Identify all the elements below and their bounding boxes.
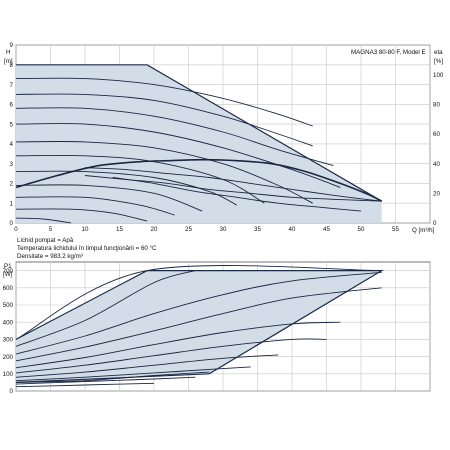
x-tick-label: 15 <box>116 226 123 233</box>
y-tick-label: 100 <box>3 371 14 378</box>
y-tick-label: 9 <box>10 42 14 49</box>
series-line <box>15 321 341 369</box>
power-chart: 0 100 200 300 400 500 600 700 <box>3 261 431 395</box>
x-tick-label: 30 <box>220 226 227 233</box>
series-line <box>15 123 341 188</box>
series-line <box>15 270 196 347</box>
annotation-density: Densitate = 983.2 kg/m³ <box>17 253 83 260</box>
max-curve <box>16 64 383 202</box>
series-line <box>15 158 383 202</box>
series-line <box>15 338 327 374</box>
series-line <box>15 184 203 212</box>
series-line <box>15 371 210 383</box>
y-tick-label: 0 <box>10 388 14 395</box>
series-line <box>15 366 251 382</box>
y-tick-label: 600 <box>3 285 14 292</box>
y2-tick-label: 0 <box>433 220 437 227</box>
x-tick-label: 40 <box>289 226 296 233</box>
x-tick-label: 45 <box>323 226 330 233</box>
y-tick-label: 200 <box>3 354 14 361</box>
x-tick-label: 5 <box>49 226 53 233</box>
x-tick-label: 25 <box>185 226 192 233</box>
annotation-temperature: Temperatura lichidului în timpul funcţio… <box>17 245 157 252</box>
series-line <box>112 177 362 212</box>
head-axis-unit: [m] <box>4 58 13 65</box>
x-tick-labels: 0 5 10 15 20 25 30 35 40 45 50 55 <box>14 226 399 233</box>
series-line <box>15 217 72 224</box>
chart-title: MAGNA3 80-80 F, Model E <box>351 49 426 56</box>
series-line <box>15 93 313 147</box>
y-tick-label: 3 <box>10 161 14 168</box>
series-lines <box>15 77 383 224</box>
series-line <box>15 141 313 204</box>
y-tick-label: 500 <box>3 302 14 309</box>
y-tick-label: 6 <box>10 102 14 109</box>
y-tick-label: 5 <box>10 121 14 128</box>
series-line <box>15 154 265 204</box>
series-line <box>15 196 175 216</box>
x-tick-label: 0 <box>14 226 18 233</box>
y-tick-labels: 0 100 200 300 400 500 600 700 <box>3 268 14 395</box>
series-line <box>15 354 279 378</box>
y-tick-label: 300 <box>3 337 14 344</box>
x-tick-label: 35 <box>254 226 261 233</box>
y-tick-label: 8 <box>10 62 14 69</box>
series-line <box>84 167 382 202</box>
y-tick-label: 0 <box>10 220 14 227</box>
series-lines <box>15 265 382 388</box>
series-line <box>15 376 196 385</box>
y2-tick-label: 80 <box>433 102 440 109</box>
y2-tick-label: 40 <box>433 161 440 168</box>
series-line <box>15 77 313 127</box>
series-line <box>15 208 148 222</box>
operating-area <box>16 64 382 223</box>
annotation-liquid: Lichid pompat = Apă <box>17 237 74 244</box>
x-tick-label: 55 <box>392 226 399 233</box>
y-tick-labels: 0 1 2 3 4 5 6 7 8 9 <box>10 42 14 227</box>
y-tick-label: 7 <box>10 82 14 89</box>
y-tick-label: 700 <box>3 268 14 275</box>
y-tick-label: 400 <box>3 319 14 326</box>
x-tick-label: 50 <box>358 226 365 233</box>
head-axis-label: H <box>6 49 10 56</box>
series-line <box>15 271 382 355</box>
x-tick-label: 20 <box>151 226 158 233</box>
y2-tick-label: 60 <box>433 131 440 138</box>
y-tick-label: 4 <box>10 141 14 148</box>
eta-axis-unit: [%] <box>434 58 443 65</box>
x-tick-label: 10 <box>82 226 89 233</box>
power-axis-unit: [W] <box>3 271 13 278</box>
y2-tick-label: 20 <box>433 191 440 198</box>
y-tick-label: 2 <box>10 181 14 188</box>
y-tick-label: 1 <box>10 200 14 207</box>
series-line <box>15 382 155 388</box>
power-axis-label: P1 <box>4 263 12 270</box>
y2-tick-label: 100 <box>433 72 444 79</box>
series-line <box>15 287 382 362</box>
series-line <box>15 265 382 340</box>
series-line <box>15 107 334 167</box>
y2-tick-labels: 0 20 40 60 80 100 <box>433 72 444 227</box>
flow-axis-label: Q [m³/h] <box>412 227 435 234</box>
eta-axis-label: eta <box>434 49 443 56</box>
